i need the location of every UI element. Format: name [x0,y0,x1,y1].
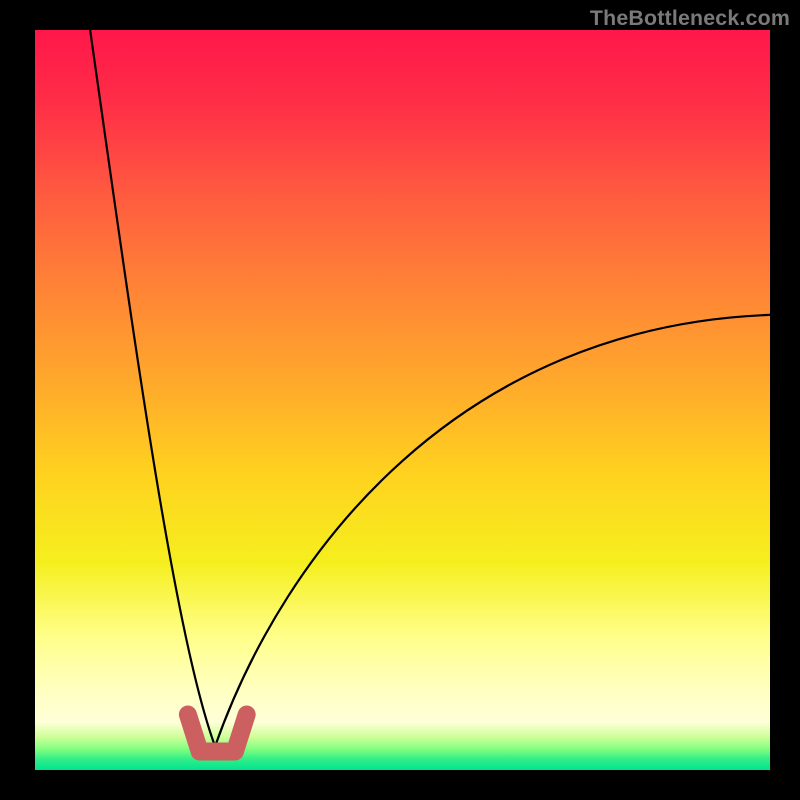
plot-area [35,30,770,770]
chart-container: TheBottleneck.com [0,0,800,800]
watermark-text: TheBottleneck.com [590,6,790,31]
chart-svg [35,30,770,770]
gradient-background [35,30,770,770]
